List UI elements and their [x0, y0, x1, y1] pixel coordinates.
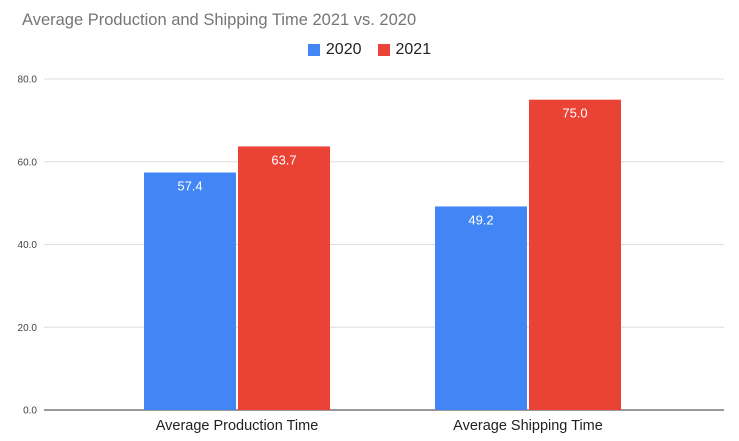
- legend-swatch-2021: [377, 44, 390, 56]
- data-label-2021-production: 63.7: [271, 152, 296, 167]
- legend-label-2020: 2020: [325, 41, 362, 58]
- y-tick-label-20: 20.0: [18, 323, 38, 334]
- y-tick-label-0: 0.0: [23, 406, 37, 417]
- chart-title: Average Production and Shipping Time 202…: [22, 11, 417, 29]
- data-label-2021-shipping: 75.0: [562, 106, 587, 121]
- legend: 2020 2021: [0, 41, 739, 59]
- legend-item-2020: 2020: [307, 41, 362, 59]
- bar-2020-shipping: [435, 206, 527, 410]
- legend-swatch-2020: [307, 44, 320, 56]
- data-label-2020-production: 57.4: [177, 179, 202, 194]
- y-tick-label-40: 40.0: [18, 240, 38, 251]
- bar-2020-production: [144, 172, 236, 410]
- legend-label-2021: 2021: [395, 41, 432, 58]
- bar-2021-production: [238, 146, 330, 410]
- legend-item-2021: 2021: [377, 41, 432, 59]
- x-tick-label-production: Average Production Time: [156, 418, 319, 434]
- bar-2021-shipping: [529, 99, 621, 410]
- data-label-2020-shipping: 49.2: [468, 212, 493, 227]
- y-tick-label-80: 80.0: [18, 75, 38, 86]
- y-tick-label-60: 60.0: [18, 157, 38, 168]
- x-tick-label-shipping: Average Shipping Time: [453, 418, 603, 434]
